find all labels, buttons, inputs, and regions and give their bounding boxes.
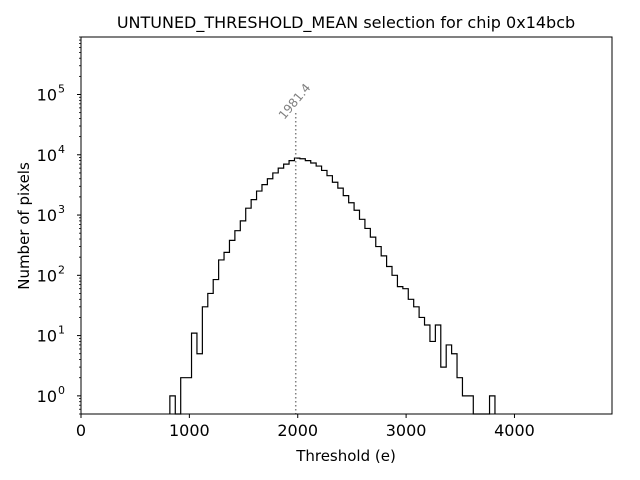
histogram-bin <box>430 341 435 414</box>
histogram-bin <box>468 396 473 414</box>
histogram-bin <box>452 354 457 414</box>
histogram-bin <box>397 287 402 414</box>
y-tick-exponent: 4 <box>58 143 65 156</box>
histogram-bin <box>229 240 234 414</box>
histogram-bin <box>192 333 197 414</box>
histogram-bin <box>208 293 213 414</box>
histogram-bin <box>441 367 446 414</box>
histogram-bin <box>273 173 278 414</box>
y-tick-label: 10 <box>37 86 57 105</box>
histogram-bin <box>360 219 365 414</box>
histogram-bin <box>322 170 327 414</box>
histogram-bin <box>435 325 440 414</box>
histogram-bin <box>278 168 283 414</box>
histogram-bin <box>213 280 218 414</box>
histogram-bin <box>392 275 397 414</box>
histogram-outline <box>169 157 496 415</box>
y-tick-exponent: 3 <box>58 203 65 216</box>
histogram-bin <box>457 378 462 414</box>
histogram-bin <box>316 166 321 414</box>
histogram-bin <box>170 396 175 414</box>
histogram-bin <box>267 179 272 414</box>
y-tick-label: 10 <box>37 327 57 346</box>
histogram-bin <box>343 196 348 414</box>
histogram-bin <box>462 396 467 414</box>
histogram-bin <box>365 228 370 414</box>
histogram-bin <box>235 231 240 414</box>
histogram-bin <box>197 354 202 414</box>
histogram-bin <box>181 378 186 414</box>
histogram-bin <box>284 164 289 414</box>
histogram-bin <box>311 163 316 414</box>
x-tick-label: 2000 <box>277 421 318 440</box>
histogram-layer <box>169 157 496 415</box>
histogram-bin <box>425 325 430 414</box>
chart-title: UNTUNED_THRESHOLD_MEAN selection for chi… <box>117 13 575 33</box>
histogram-bin <box>251 200 256 414</box>
histogram-bin <box>403 289 408 414</box>
histogram-bin <box>240 221 245 414</box>
x-tick-label: 4000 <box>494 421 535 440</box>
histogram-bin <box>300 159 305 414</box>
y-tick-exponent: 0 <box>58 384 65 397</box>
y-tick-label: 10 <box>37 146 57 165</box>
histogram-bin <box>186 378 191 414</box>
histogram-bin <box>370 237 375 414</box>
histogram-bin <box>289 161 294 414</box>
y-axis-label: Number of pixels <box>15 162 33 290</box>
x-tick-label: 0 <box>76 421 86 440</box>
histogram-bin <box>408 299 413 414</box>
x-axis-label: Threshold (e) <box>295 447 396 465</box>
histogram-bin <box>419 317 424 414</box>
y-tick-label: 10 <box>37 387 57 406</box>
histogram-bin <box>332 182 337 414</box>
y-tick-exponent: 1 <box>58 324 65 337</box>
x-tick-label: 1000 <box>169 421 210 440</box>
histogram-bin <box>354 210 359 414</box>
histogram-bin <box>224 252 229 414</box>
y-tick-label: 10 <box>37 206 57 225</box>
histogram-bin <box>381 256 386 414</box>
histogram-bin <box>490 396 495 414</box>
histogram-bin <box>414 307 419 414</box>
histogram-bin <box>446 345 451 414</box>
histogram-bin <box>338 188 343 414</box>
histogram-bin <box>257 191 262 414</box>
histogram-bin <box>219 260 224 414</box>
x-axis: 0 1000 2000 3000 4000 <box>76 414 535 440</box>
histogram-bin <box>202 307 207 414</box>
histogram-bin <box>262 185 267 414</box>
histogram-bin <box>376 247 381 414</box>
histogram-bin <box>327 176 332 414</box>
y-tick-exponent: 2 <box>58 263 65 276</box>
histogram-bin <box>349 203 354 414</box>
y-tick-exponent: 5 <box>58 83 65 96</box>
histogram-bin <box>387 267 392 414</box>
x-tick-label: 3000 <box>386 421 427 440</box>
histogram-bin <box>246 208 251 414</box>
y-tick-label: 10 <box>37 266 57 285</box>
histogram-bin <box>305 161 310 414</box>
plot-frame <box>80 36 613 415</box>
